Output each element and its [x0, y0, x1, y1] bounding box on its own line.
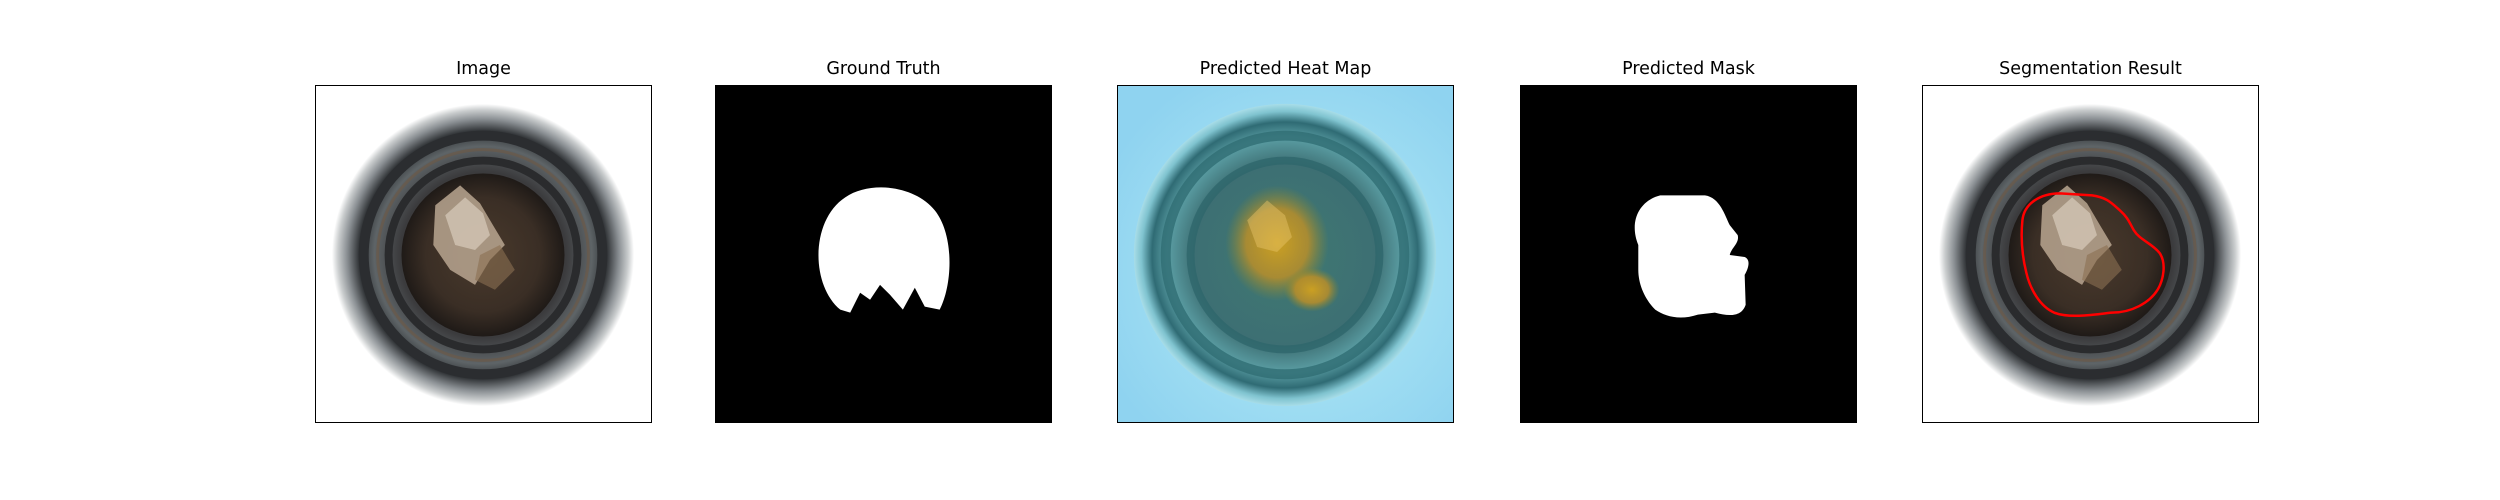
panel-title-ground-truth: Ground Truth [826, 59, 941, 79]
panel-title-heat-map: Predicted Heat Map [1199, 59, 1372, 79]
panel-predicted-mask: Predicted Mask [1520, 59, 1857, 423]
bottle-image [316, 86, 651, 422]
segmentation-contour [2020, 192, 2165, 318]
panel-title-segmentation-result: Segmentation Result [1999, 59, 2182, 79]
predicted-mask-frame [1520, 85, 1857, 423]
panel-image: Image [315, 59, 652, 423]
segmentation-result-frame [1922, 85, 2259, 423]
panel-title-predicted-mask: Predicted Mask [1622, 59, 1755, 79]
panel-title-image: Image [456, 59, 511, 79]
panel-ground-truth: Ground Truth [715, 59, 1052, 423]
segmentation-result-image [1923, 86, 2258, 422]
panel-segmentation-result: Segmentation Result [1922, 59, 2259, 423]
image-frame [315, 85, 652, 423]
predicted-mask [1521, 86, 1856, 422]
heat-map-frame [1117, 85, 1454, 423]
heat-map-image [1118, 86, 1453, 422]
panel-heat-map: Predicted Heat Map [1117, 59, 1454, 423]
ground-truth-mask [716, 86, 1051, 422]
ground-truth-frame [715, 85, 1052, 423]
